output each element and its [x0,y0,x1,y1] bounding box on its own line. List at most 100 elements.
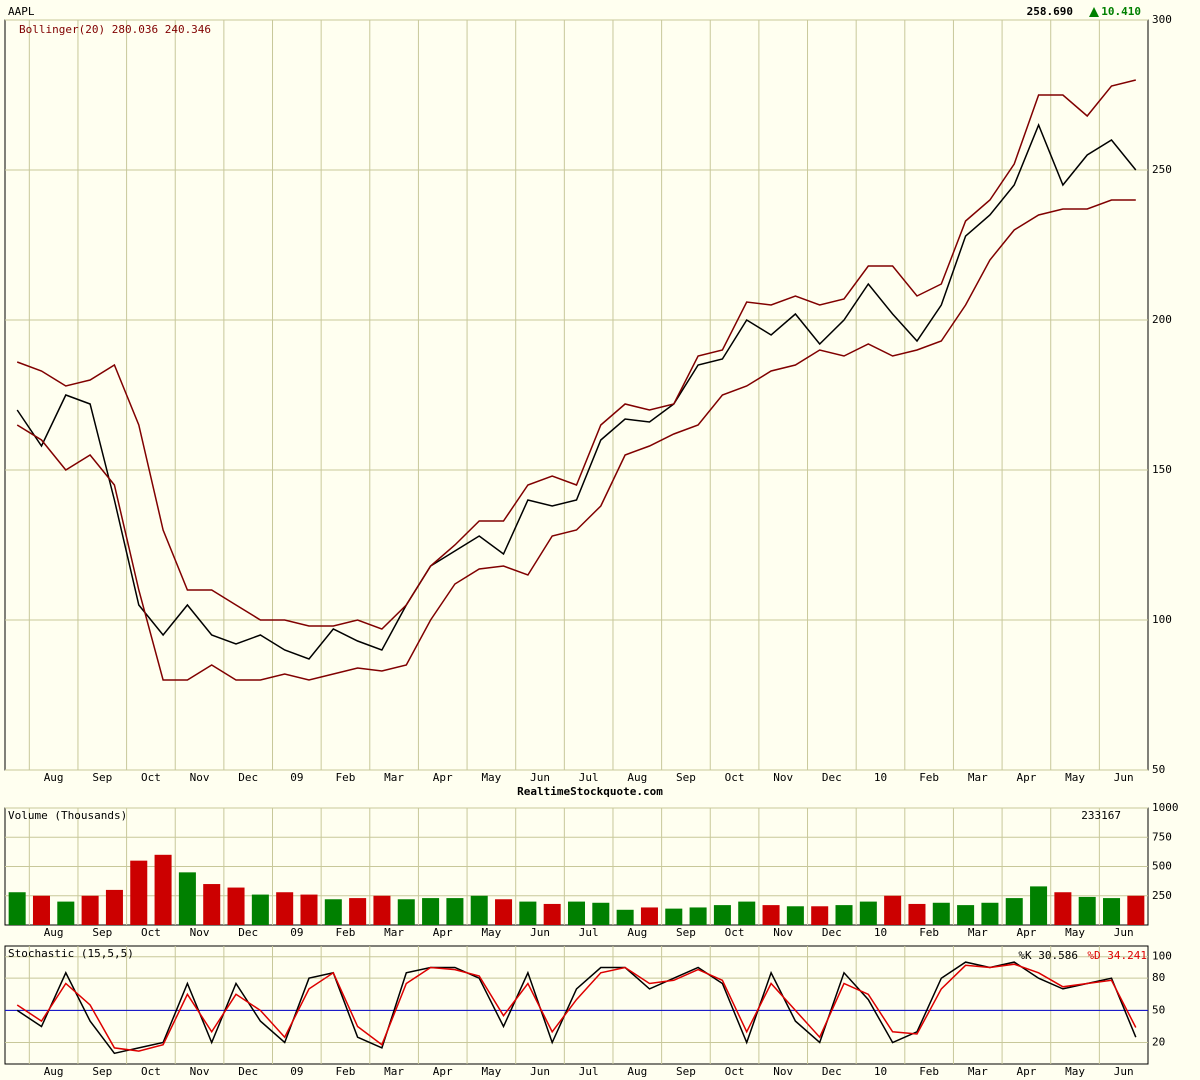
x-tick-label: Nov [190,926,210,939]
volume-bar [1005,898,1023,925]
x-tick-label: Oct [725,1065,745,1078]
volume-bar [130,860,148,925]
volume-bar [105,889,123,925]
y-tick-label: 250 [1152,163,1172,176]
volume-bar [276,892,294,925]
series-line [16,79,1136,630]
x-tick-label: May [481,771,501,784]
x-tick-label: Dec [822,1065,842,1078]
x-tick-label: Dec [238,1065,258,1078]
x-tick-label: Mar [968,1065,988,1078]
x-tick-label: 10 [874,926,887,939]
x-tick-label: Nov [773,1065,793,1078]
volume-bar [519,901,537,925]
x-tick-label: Feb [919,926,939,939]
x-tick-label: 10 [874,771,887,784]
x-tick-label: Aug [44,771,64,784]
panel-frame [4,945,1149,1065]
volume-bar [811,906,829,925]
source-label: RealtimeStockquote.com [517,785,663,798]
x-tick-label: Aug [44,1065,64,1078]
x-tick-label: Jul [579,771,599,784]
volume-bar [884,895,902,925]
volume-bar [908,903,926,925]
volume-bar [665,908,683,925]
volume-bar [57,901,75,925]
volume-last: 233167 [1081,809,1121,822]
volume-bar [397,899,415,925]
volume-bar [859,901,877,925]
panel-title: AAPL [8,5,35,18]
x-tick-label: May [481,1065,501,1078]
x-tick-label: Oct [725,771,745,784]
x-tick-label: Mar [384,771,404,784]
x-tick-label: Sep [92,1065,112,1078]
x-tick-label: Dec [822,926,842,939]
x-tick-label: 09 [290,771,303,784]
x-tick-label: Feb [336,1065,356,1078]
price-change: 10.410 [1101,5,1141,18]
volume-bar [349,898,367,925]
x-tick-label: Jun [1114,926,1134,939]
x-tick-label: Sep [676,926,696,939]
x-tick-label: Oct [141,926,161,939]
x-tick-label: May [1065,926,1085,939]
x-tick-label: Feb [919,771,939,784]
x-tick-label: Nov [773,926,793,939]
y-tick-label: 250 [1152,889,1172,902]
volume-bar [300,894,318,925]
x-tick-label: Apr [433,1065,453,1078]
volume-bar [1030,886,1048,925]
x-tick-label: Apr [1016,926,1036,939]
series-line [16,123,1137,660]
y-tick-label: 200 [1152,313,1172,326]
y-tick-label: 50 [1152,1003,1165,1016]
x-tick-label: Nov [773,771,793,784]
volume-bar [154,854,172,925]
x-tick-label: Mar [384,1065,404,1078]
y-tick-label: 1000 [1152,801,1179,814]
y-tick-label: 500 [1152,860,1172,873]
volume-bar [592,902,610,925]
x-tick-label: Mar [968,926,988,939]
volume-bar [81,895,99,925]
k-label: %K 30.586 [1018,949,1078,962]
y-tick-label: 20 [1152,1036,1165,1049]
x-tick-label: Dec [238,926,258,939]
x-tick-label: Nov [190,1065,210,1078]
volume-bar [446,898,464,925]
volume-bar [203,884,221,925]
volume-bar [178,872,196,925]
y-tick-label: 300 [1152,13,1172,26]
volume-bar [1103,898,1121,925]
x-tick-label: Sep [676,771,696,784]
volume-bar [8,892,26,925]
x-tick-label: Aug [627,1065,647,1078]
x-tick-label: Jul [579,926,599,939]
x-tick-label: Aug [44,926,64,939]
volume-bar [981,902,999,925]
x-tick-label: 09 [290,1065,303,1078]
volume-bar [957,905,975,925]
volume-bar [932,902,950,925]
x-tick-label: Sep [676,1065,696,1078]
volume-bar [32,895,50,925]
x-tick-label: Apr [1016,771,1036,784]
volume-bar [738,901,756,925]
up-arrow [1089,7,1099,17]
x-tick-label: Feb [336,926,356,939]
x-tick-label: Dec [822,771,842,784]
volume-bar [1054,892,1072,925]
volume-bar [835,905,853,925]
volume-bar [640,907,658,925]
volume-bar [616,909,634,925]
x-tick-label: Mar [384,926,404,939]
volume-bar [543,903,561,925]
x-tick-label: Aug [627,926,647,939]
x-tick-label: Nov [190,771,210,784]
x-tick-label: Apr [1016,1065,1036,1078]
x-tick-label: Oct [141,1065,161,1078]
y-tick-label: 50 [1152,763,1165,776]
